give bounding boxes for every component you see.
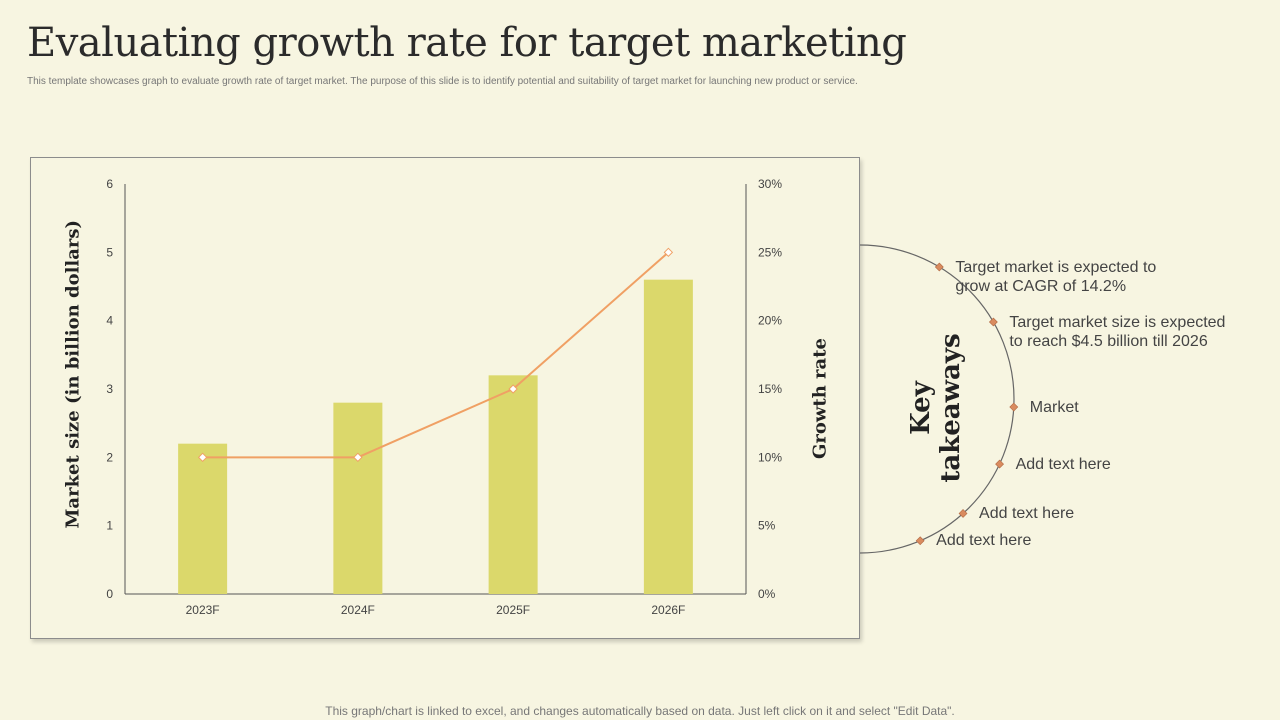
takeaway-marker (1009, 402, 1019, 412)
takeaway-item-4: Add text here (1016, 455, 1111, 474)
takeaway-text: to reach $4.5 billion till 2026 (1009, 333, 1208, 350)
key-takeaways-title-line2: takeaways (936, 333, 966, 483)
takeaway-item-3: Market (1030, 398, 1079, 417)
y-tick-label-right: 20% (758, 314, 782, 328)
y-axis-title-left: Market size (in billion dollars) (62, 219, 84, 529)
x-tick-label: 2023F (186, 603, 220, 617)
key-takeaways-title-line1: Key (906, 381, 936, 435)
footer-note: This graph/chart is linked to excel, and… (325, 704, 955, 718)
takeaway-text: Target market is expected to (955, 258, 1157, 276)
key-takeaways-title: Key takeaways (906, 308, 966, 508)
y-tick-label-right: 15% (758, 382, 782, 396)
growth-rate-point-2024F[interactable] (353, 452, 363, 463)
takeaway-text: Add text here (979, 504, 1075, 522)
y-tick-label-left: 5 (106, 245, 113, 259)
takeaway-item-2: Target market size is expected to reach $… (1009, 313, 1225, 351)
y-tick-label-right: 25% (758, 245, 782, 259)
bar-market-size-2023F[interactable] (178, 443, 228, 594)
takeaway-item-5: Add text here (979, 504, 1074, 523)
page-title: Evaluating growth rate for target market… (27, 20, 907, 66)
takeaway-text: grow at CAGR of 14.2% (955, 277, 1127, 295)
x-tick-label: 2026F (651, 603, 685, 617)
takeaway-marker (995, 459, 1004, 469)
y-tick-label-left: 1 (106, 519, 113, 533)
y-tick-label-left: 4 (106, 314, 113, 328)
x-tick-label: 2025F (496, 603, 530, 617)
growth-rate-point-2026F[interactable] (663, 247, 674, 258)
y-tick-label-left: 3 (106, 382, 113, 396)
y-tick-label-left: 6 (106, 177, 113, 191)
bar-market-size-2024F[interactable] (333, 402, 383, 594)
y-tick-label-left: 0 (106, 587, 113, 601)
y-axis-title-right: Growth rate (809, 338, 831, 459)
y-tick-label-right: 0% (758, 587, 776, 601)
page-subtitle: This template showcases graph to evaluat… (27, 76, 858, 87)
y-tick-label-right: 5% (758, 519, 776, 533)
growth-rate-line[interactable] (202, 251, 670, 459)
growth-rate-point-2025F[interactable] (508, 384, 518, 394)
takeaway-text: Target market size is expected (1009, 314, 1226, 331)
takeaway-marker (958, 509, 968, 518)
y-tick-label-right: 10% (758, 450, 782, 464)
takeaway-item-1: Target market is expected to grow at CAGR… (955, 258, 1156, 296)
bar-market-size-2026F[interactable] (643, 279, 693, 594)
takeaways-arc (859, 244, 1019, 554)
chart-canvas[interactable]: 0 1 2 3 4 5 6 0% 5% 10% 15% 20% 25% 30% 2023F 2024F 2025… (30, 157, 860, 639)
takeaway-text: Add text here (1015, 455, 1111, 473)
takeaway-text: Market (1029, 398, 1079, 416)
x-tick-label: 2024F (341, 603, 375, 617)
takeaway-marker (988, 317, 998, 327)
bar-market-size-2025F[interactable] (488, 375, 538, 594)
chart-frame[interactable] (30, 157, 860, 639)
takeaway-item-6: Add text here (936, 531, 1031, 550)
takeaway-marker (934, 262, 944, 272)
takeaway-text: Add text here (936, 532, 1032, 550)
takeaways-arc-line (859, 244, 1015, 554)
growth-rate-point-2023F[interactable] (197, 452, 208, 463)
takeaway-marker (915, 536, 925, 546)
y-tick-label-right: 30% (758, 177, 782, 191)
y-tick-label-left: 2 (106, 450, 113, 464)
